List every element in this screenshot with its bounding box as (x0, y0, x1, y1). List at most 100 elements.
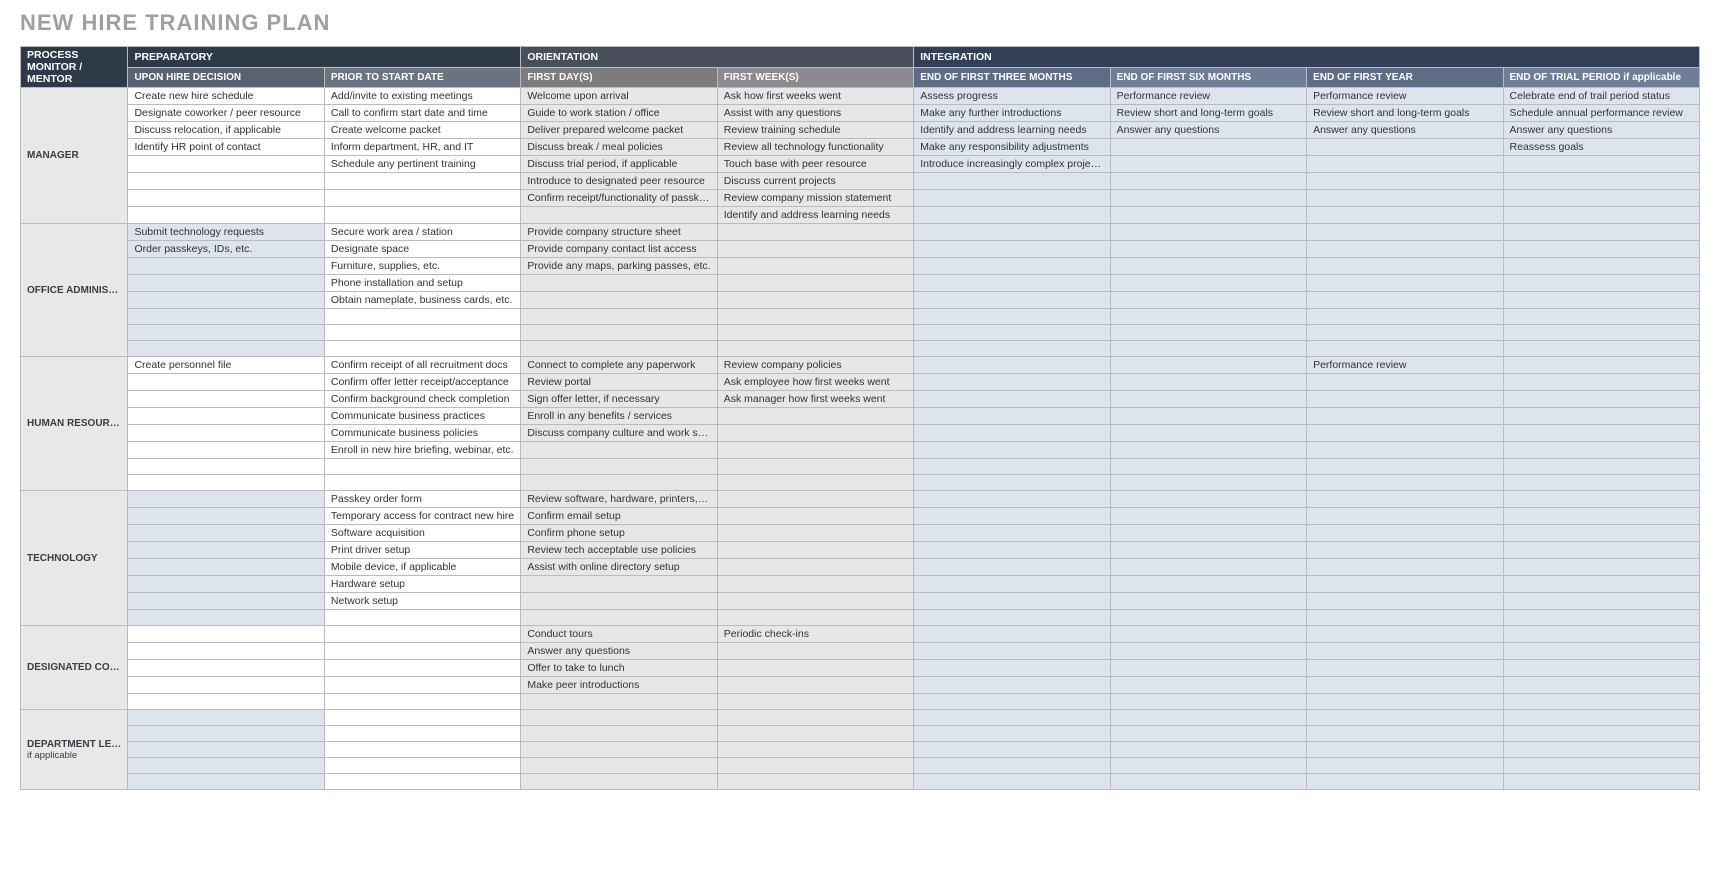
task-cell (914, 508, 1110, 525)
task-cell: Welcome upon arrival (521, 88, 717, 105)
task-cell (1307, 292, 1503, 309)
task-cell (914, 710, 1110, 726)
task-cell (1307, 726, 1503, 742)
task-cell (1110, 325, 1306, 341)
task-cell (914, 742, 1110, 758)
task-cell (1110, 576, 1306, 593)
task-cell (1307, 525, 1503, 542)
task-cell (128, 408, 324, 425)
task-cell: Submit technology requests (128, 224, 324, 241)
task-cell (717, 224, 913, 241)
task-cell: Introduce to designated peer resource (521, 173, 717, 190)
task-cell: Enroll in any benefits / services (521, 408, 717, 425)
task-cell (717, 774, 913, 790)
task-cell (914, 425, 1110, 442)
task-cell (1503, 677, 1699, 694)
task-cell (914, 241, 1110, 258)
task-cell: Discuss company culture and work style (521, 425, 717, 442)
task-cell (1503, 774, 1699, 790)
task-cell: Celebrate end of trail period status (1503, 88, 1699, 105)
task-cell (128, 325, 324, 341)
task-cell: Connect to complete any paperwork (521, 357, 717, 374)
task-cell (1307, 275, 1503, 292)
task-cell (1503, 626, 1699, 643)
task-cell (914, 559, 1110, 576)
task-cell (1503, 542, 1699, 559)
task-cell (128, 660, 324, 677)
task-cell (1503, 224, 1699, 241)
task-cell: Deliver prepared welcome packet (521, 122, 717, 139)
task-cell (521, 610, 717, 626)
task-cell (914, 173, 1110, 190)
task-cell: Review short and long-term goals (1110, 105, 1306, 122)
task-cell (521, 576, 717, 593)
task-cell: Provide company contact list access (521, 241, 717, 258)
task-cell (1503, 275, 1699, 292)
task-cell (521, 459, 717, 475)
task-cell (324, 626, 520, 643)
task-cell: Mobile device, if applicable (324, 559, 520, 576)
task-cell (1307, 758, 1503, 774)
task-cell (324, 774, 520, 790)
task-cell (717, 459, 913, 475)
task-cell (128, 341, 324, 357)
task-cell (128, 391, 324, 408)
task-cell (1503, 593, 1699, 610)
task-cell: Review short and long-term goals (1307, 105, 1503, 122)
task-cell (1110, 357, 1306, 374)
task-cell (1503, 475, 1699, 491)
task-cell (324, 660, 520, 677)
task-cell: Hardware setup (324, 576, 520, 593)
task-cell (914, 677, 1110, 694)
task-cell (324, 726, 520, 742)
task-cell (1503, 309, 1699, 325)
header-column: END OF FIRST YEAR (1307, 68, 1503, 88)
task-cell (1503, 391, 1699, 408)
task-cell: Guide to work station / office (521, 105, 717, 122)
task-cell (1110, 459, 1306, 475)
task-cell: Offer to take to lunch (521, 660, 717, 677)
task-cell: Performance review (1110, 88, 1306, 105)
task-cell (1307, 542, 1503, 559)
task-cell (1503, 525, 1699, 542)
task-cell (1307, 459, 1503, 475)
task-cell (1503, 459, 1699, 475)
task-cell (128, 275, 324, 292)
role-cell: DESIGNATED COWORKER / PEER RESOURCE (21, 626, 128, 710)
task-cell (1307, 173, 1503, 190)
task-cell (717, 593, 913, 610)
task-cell (1110, 341, 1306, 357)
task-cell (717, 508, 913, 525)
task-cell (1307, 576, 1503, 593)
task-cell (717, 694, 913, 710)
task-cell (1110, 374, 1306, 391)
task-cell (128, 173, 324, 190)
task-cell: Schedule any pertinent training (324, 156, 520, 173)
task-cell (914, 774, 1110, 790)
task-cell (128, 758, 324, 774)
task-cell (324, 207, 520, 224)
task-cell (128, 207, 324, 224)
task-cell (1307, 610, 1503, 626)
role-cell: HUMAN RESOURCES (21, 357, 128, 491)
task-cell (521, 726, 717, 742)
task-cell (914, 491, 1110, 508)
task-cell (1503, 508, 1699, 525)
task-cell (1110, 475, 1306, 491)
task-cell: Sign offer letter, if necessary (521, 391, 717, 408)
task-cell (1110, 275, 1306, 292)
task-cell (914, 694, 1110, 710)
task-cell (521, 309, 717, 325)
task-cell (1503, 425, 1699, 442)
task-cell (1503, 643, 1699, 660)
task-cell (914, 726, 1110, 742)
task-cell (717, 742, 913, 758)
header-column: END OF FIRST SIX MONTHS (1110, 68, 1306, 88)
task-cell (128, 156, 324, 173)
task-cell (1307, 241, 1503, 258)
task-cell (128, 710, 324, 726)
task-cell (128, 742, 324, 758)
task-cell (914, 258, 1110, 275)
task-cell (1503, 292, 1699, 309)
task-cell (128, 610, 324, 626)
